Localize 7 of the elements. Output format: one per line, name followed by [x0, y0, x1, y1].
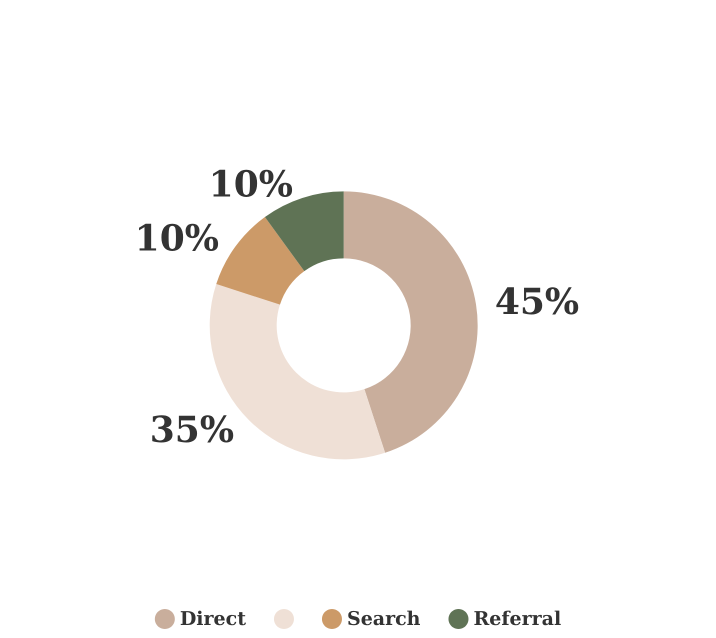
data-label: 10%: [134, 217, 219, 260]
data-label: 45%: [494, 281, 580, 324]
data-label: 10%: [208, 164, 293, 206]
legend-label: Direct: [180, 608, 246, 630]
data-label: 35%: [150, 409, 234, 452]
legend-label: Search: [346, 608, 421, 630]
legend-label: Referral: [473, 608, 562, 630]
